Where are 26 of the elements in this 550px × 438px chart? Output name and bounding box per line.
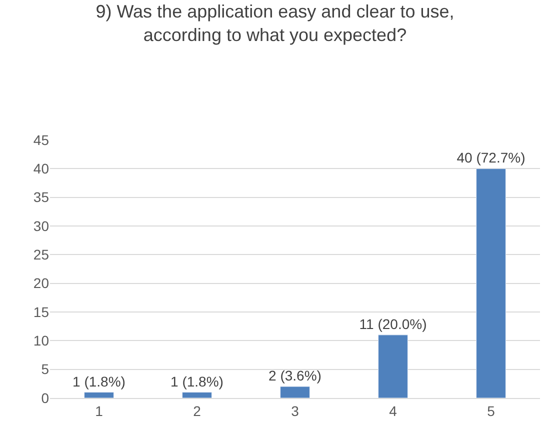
y-tick-label: 40 bbox=[33, 160, 50, 177]
bar bbox=[378, 334, 408, 398]
bar bbox=[182, 392, 212, 398]
bar bbox=[476, 168, 506, 398]
data-label: 2 (3.6%) bbox=[268, 368, 322, 384]
y-tick-label: 25 bbox=[33, 246, 50, 263]
y-tick-label: 20 bbox=[33, 275, 50, 292]
y-tick-label: 10 bbox=[33, 332, 50, 349]
bar bbox=[84, 392, 114, 398]
x-tick-label: 5 bbox=[487, 402, 496, 419]
data-label: 40 (72.7%) bbox=[456, 150, 526, 166]
data-label: 11 (20.0%) bbox=[359, 316, 427, 332]
chart-title: 9) Was the application easy and clear to use, according to what you expected? bbox=[96, 2, 454, 45]
y-tick-label: 35 bbox=[33, 189, 50, 206]
y-tick-label: 45 bbox=[33, 132, 50, 148]
x-tick-label: 2 bbox=[193, 402, 202, 419]
x-tick-label: 3 bbox=[291, 402, 300, 419]
x-tick-label: 4 bbox=[389, 402, 398, 419]
x-tick-label: 1 bbox=[95, 402, 104, 419]
y-tick-label: 30 bbox=[33, 218, 50, 234]
data-label: 1 (1.8%) bbox=[72, 373, 126, 390]
y-tick-label: 5 bbox=[41, 361, 50, 378]
y-tick-label: 15 bbox=[33, 304, 50, 320]
data-label: 1 (1.8%) bbox=[170, 373, 224, 390]
bar bbox=[280, 386, 310, 398]
y-tick-label: 0 bbox=[41, 390, 50, 406]
